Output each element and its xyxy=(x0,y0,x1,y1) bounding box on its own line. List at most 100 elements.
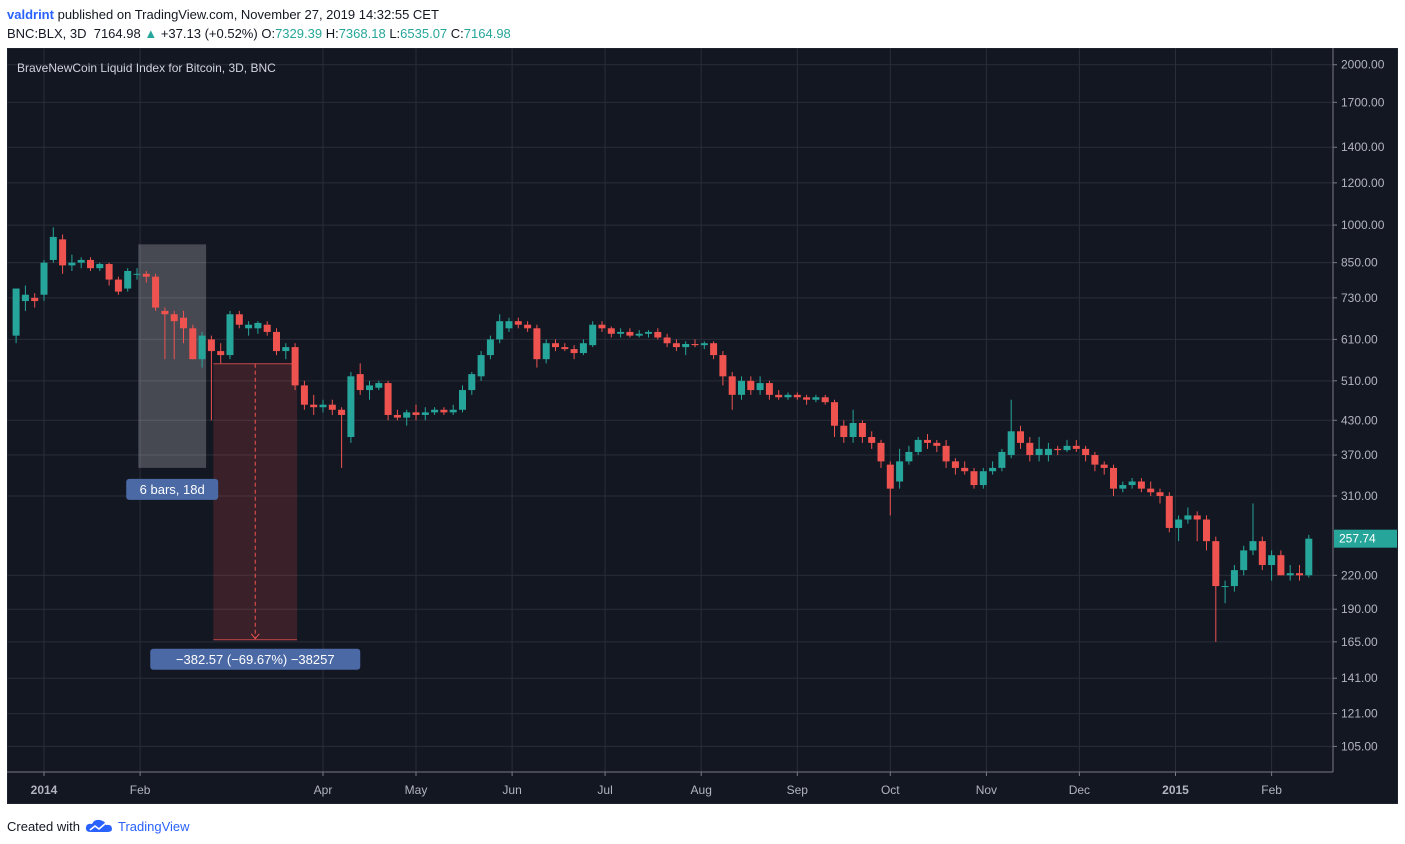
candle-body xyxy=(1203,519,1210,542)
candle-body xyxy=(235,314,243,325)
time-tick-label: Feb xyxy=(130,783,151,797)
candle xyxy=(747,376,755,395)
candle xyxy=(1007,399,1015,459)
candle xyxy=(347,371,355,443)
candle xyxy=(1110,464,1117,496)
time-tick-label: Jul xyxy=(597,783,612,797)
candle-body xyxy=(496,321,504,340)
candle xyxy=(254,321,262,334)
candle xyxy=(1212,536,1220,642)
candle-body xyxy=(607,328,615,334)
candle xyxy=(431,407,439,415)
price-tick-label: 190.00 xyxy=(1341,602,1378,616)
candle-body xyxy=(440,409,448,413)
candle xyxy=(1175,515,1183,542)
candle xyxy=(635,330,643,338)
candle xyxy=(170,310,178,360)
candle-body xyxy=(1268,555,1276,566)
candle xyxy=(207,335,215,421)
candle-body xyxy=(1175,519,1183,528)
candle xyxy=(682,341,690,356)
candle-body xyxy=(356,374,364,391)
candle-body xyxy=(1230,570,1238,587)
candle xyxy=(896,448,904,489)
candle xyxy=(1035,437,1043,462)
price-tick-label: 730.00 xyxy=(1341,291,1378,305)
candle xyxy=(756,376,764,395)
candle-body xyxy=(403,412,411,418)
candle-body xyxy=(728,376,736,395)
candle-body xyxy=(449,409,457,413)
candle xyxy=(1137,478,1145,493)
author-name[interactable]: valdrint xyxy=(7,7,54,22)
candle xyxy=(1286,565,1294,581)
candle xyxy=(1193,511,1201,542)
candle xyxy=(356,363,364,395)
candle xyxy=(1221,580,1229,604)
price-change: +37.13 (+0.52%) xyxy=(160,26,258,41)
candle xyxy=(514,317,522,329)
candle-body xyxy=(868,437,876,443)
candle xyxy=(672,339,680,352)
candle xyxy=(31,293,39,308)
candle xyxy=(552,339,559,352)
candle xyxy=(803,394,811,405)
chart-container[interactable]: BraveNewCoin Liquid Index for Bitcoin, 3… xyxy=(6,47,1399,805)
candle xyxy=(812,394,820,403)
candle-body xyxy=(775,394,783,398)
candle-body xyxy=(300,385,308,405)
candle-body xyxy=(142,273,150,277)
candle-body xyxy=(1240,550,1248,571)
candle xyxy=(1072,439,1080,452)
candle-body xyxy=(765,383,773,395)
candle xyxy=(496,314,504,344)
candle xyxy=(617,328,625,338)
tradingview-cloud-icon xyxy=(85,819,112,832)
candle-body xyxy=(831,402,838,426)
candle-body xyxy=(59,239,67,266)
price-tick-label: 165.00 xyxy=(1341,635,1378,649)
candle-body xyxy=(263,324,271,332)
candle-body xyxy=(384,383,392,415)
candle-body xyxy=(579,343,587,354)
time-tick-label: Dec xyxy=(1069,783,1090,797)
candle-body xyxy=(672,343,680,348)
candle-body xyxy=(914,439,922,452)
candle-body xyxy=(700,343,708,346)
close-value: 7164.98 xyxy=(463,26,511,41)
candle-body xyxy=(710,343,718,356)
candle xyxy=(21,285,29,311)
candle xyxy=(1119,481,1127,493)
candle-body xyxy=(114,279,122,292)
candle xyxy=(412,404,420,421)
candle-body xyxy=(552,343,559,348)
candle xyxy=(1268,550,1276,581)
candle-body xyxy=(989,467,997,472)
candle-body xyxy=(635,333,643,336)
candle-body xyxy=(77,259,85,263)
publish-info: valdrint published on TradingView.com, N… xyxy=(7,7,439,22)
candle xyxy=(831,399,838,438)
change-label: −382.57 (−69.67%) −38257 xyxy=(176,652,335,667)
candle xyxy=(49,227,57,263)
candle xyxy=(570,345,578,360)
candlestick-chart[interactable]: BraveNewCoin Liquid Index for Bitcoin, 3… xyxy=(6,47,1399,805)
price-range-arrow-head xyxy=(250,633,260,640)
candle-body xyxy=(328,404,336,410)
tradingview-brand[interactable]: TradingView xyxy=(117,818,190,834)
candle xyxy=(951,458,959,475)
bars-label: 6 bars, 18d xyxy=(140,482,205,497)
candle xyxy=(198,331,206,368)
candle xyxy=(142,270,150,283)
candle-body xyxy=(412,412,420,415)
candle-body xyxy=(170,314,178,322)
candle-body xyxy=(1091,455,1099,465)
candle xyxy=(161,307,169,360)
candle xyxy=(728,371,736,410)
candle xyxy=(1147,481,1155,496)
price-tick-label: 2000.00 xyxy=(1341,58,1385,72)
candle xyxy=(858,420,866,443)
candle xyxy=(338,407,346,468)
candle xyxy=(1258,536,1266,571)
candle xyxy=(245,321,253,336)
